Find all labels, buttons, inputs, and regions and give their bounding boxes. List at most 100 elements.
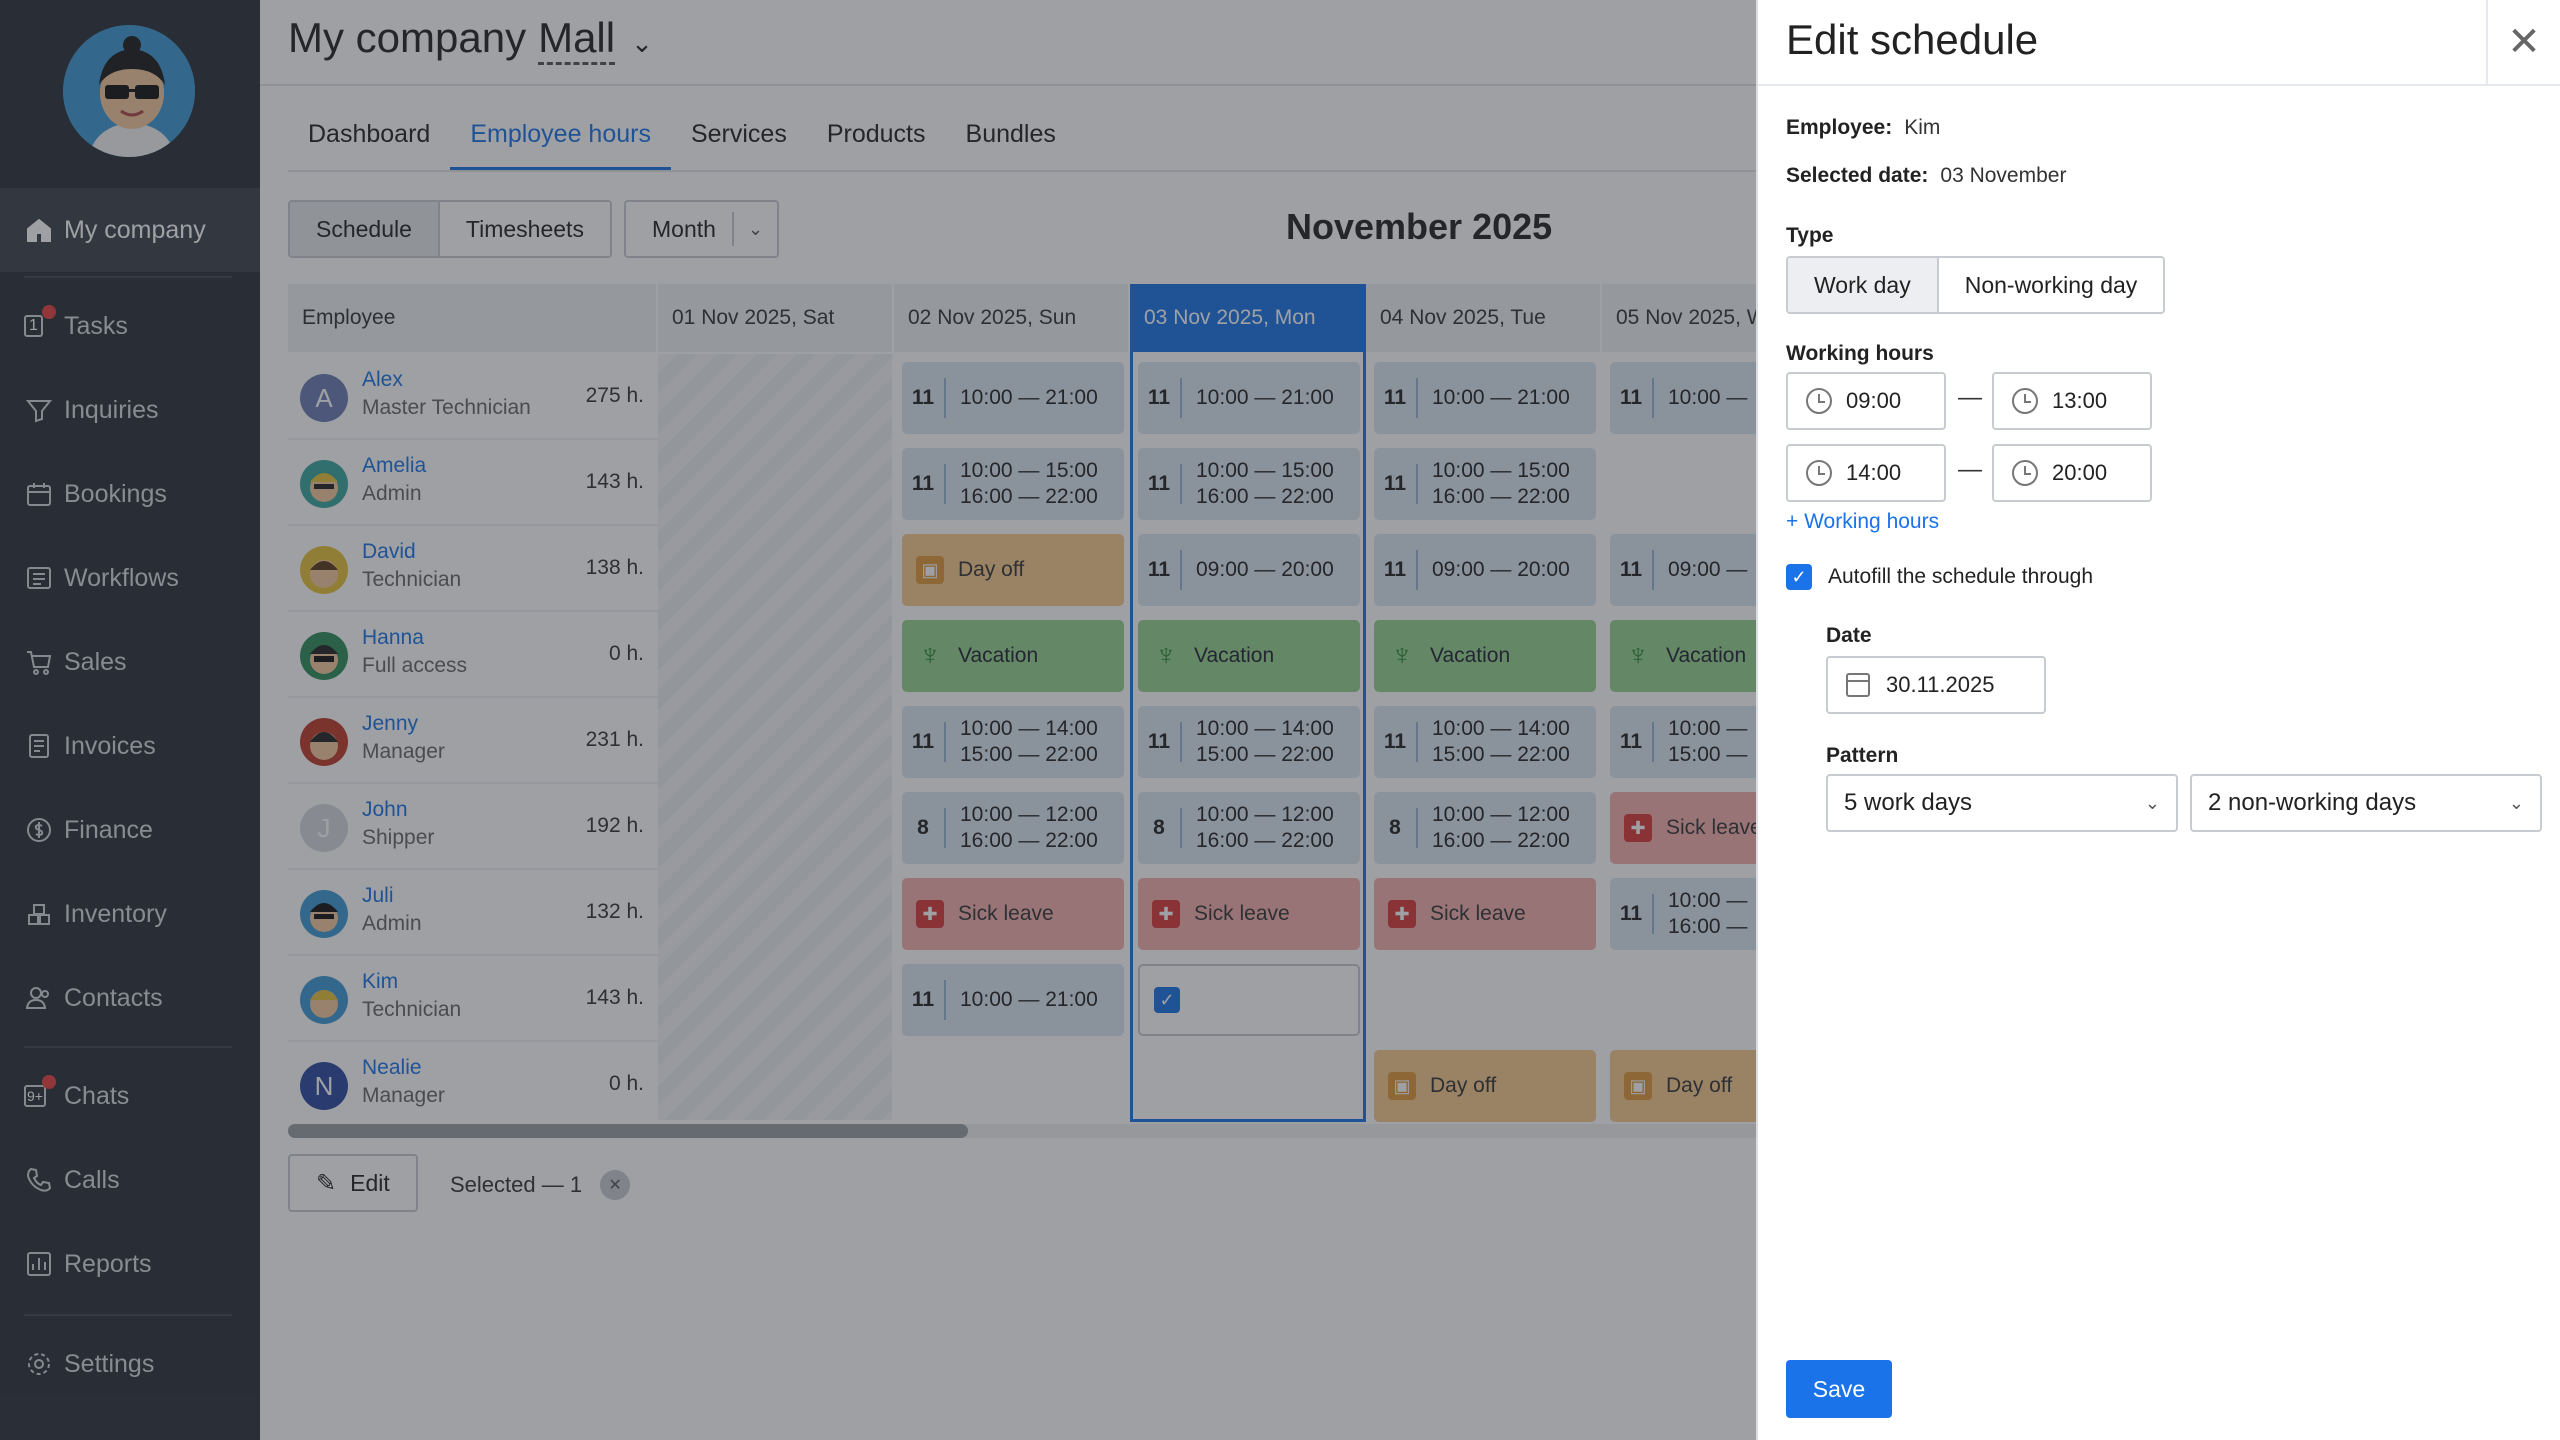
shift-times: 10:00 — <box>1668 386 1748 409</box>
schedule-cell[interactable]: 11 10:00 — 15:00 — <box>1610 706 1784 778</box>
end-time-input[interactable]: 20:00 <box>1992 444 2152 502</box>
schedule-cell[interactable]: 11 10:00 — 21:00 <box>902 964 1124 1036</box>
start-time-input[interactable]: 14:00 <box>1786 444 1946 502</box>
tab-employee-hours[interactable]: Employee hours <box>450 120 671 171</box>
sidebar-item-reports[interactable]: Reports <box>0 1222 260 1306</box>
non-working-days-select[interactable]: 2 non-working days ⌄ <box>2190 774 2542 832</box>
save-button[interactable]: Save <box>1786 1360 1892 1418</box>
schedule-cell[interactable]: 11 10:00 — 15:00 16:00 — 22:00 <box>902 448 1124 520</box>
sidebar-item-settings[interactable]: Settings <box>0 1322 260 1406</box>
schedule-cell[interactable]: 11 10:00 — 21:00 <box>1374 362 1596 434</box>
user-avatar[interactable] <box>60 22 198 160</box>
schedule-cell[interactable]: 11 09:00 — <box>1610 534 1784 606</box>
schedule-cell[interactable]: 11 10:00 — <box>1610 362 1784 434</box>
employee-name-link[interactable]: Juli <box>362 884 394 907</box>
tab-bundles[interactable]: Bundles <box>965 120 1056 148</box>
employee-name-link[interactable]: Amelia <box>362 454 427 477</box>
schedule-cell[interactable]: ✚ Sick leave <box>1138 878 1360 950</box>
modal-backdrop[interactable] <box>0 0 1756 1440</box>
employee-name-link[interactable]: Alex <box>362 368 403 391</box>
schedule-cell[interactable]: ▣ Day off <box>1610 1050 1784 1122</box>
schedule-cell[interactable]: ▣ Day off <box>1374 1050 1596 1122</box>
schedule-cell[interactable]: 8 10:00 — 12:00 16:00 — 22:00 <box>1374 792 1596 864</box>
schedule-cell[interactable]: 11 10:00 — 14:00 15:00 — 22:00 <box>1138 706 1360 778</box>
shift-2: 16:00 — <box>1668 915 1748 938</box>
start-time-input[interactable]: 09:00 <box>1786 372 1946 430</box>
work-day-button[interactable]: Work day <box>1788 258 1937 312</box>
employee-name-link[interactable]: Jenny <box>362 712 419 735</box>
close-icon[interactable]: ✕ <box>2486 0 2560 84</box>
sidebar-item-sales[interactable]: Sales <box>0 620 260 704</box>
schedule-cell[interactable]: 11 10:00 — 14:00 15:00 — 22:00 <box>1374 706 1596 778</box>
schedule-cell[interactable]: 8 10:00 — 12:00 16:00 — 22:00 <box>1138 792 1360 864</box>
schedule-cell[interactable]: 11 10:00 — 15:00 16:00 — 22:00 <box>1374 448 1596 520</box>
checkbox-checked-icon[interactable]: ✓ <box>1786 564 1812 590</box>
header-day-selected[interactable]: 03 Nov 2025, Mon <box>1130 284 1364 352</box>
schedule-cell[interactable]: 11 10:00 — 21:00 <box>902 362 1124 434</box>
autofill-checkbox[interactable]: ✓ Autofill the schedule through <box>1786 564 2093 590</box>
end-time-input[interactable]: 13:00 <box>1992 372 2152 430</box>
avatar <box>300 632 348 680</box>
schedule-cell[interactable]: ✚ Sick leave <box>1374 878 1596 950</box>
non-working-day-button[interactable]: Non-working day <box>1936 258 2164 312</box>
employee-name-link[interactable]: Nealie <box>362 1056 422 1079</box>
schedule-cell[interactable]: 11 09:00 — 20:00 <box>1374 534 1596 606</box>
sidebar-item-my-company[interactable]: My company <box>0 188 260 272</box>
shift-times: 10:00 — 16:00 — <box>1668 888 1747 940</box>
work-days-select[interactable]: 5 work days ⌄ <box>1826 774 2178 832</box>
horizontal-scrollbar[interactable] <box>288 1124 2018 1138</box>
schedule-cell[interactable]: 8 10:00 — 12:00 16:00 — 22:00 <box>902 792 1124 864</box>
tab-dashboard[interactable]: Dashboard <box>308 120 431 148</box>
schedule-cell[interactable]: 11 10:00 — 16:00 — <box>1610 878 1784 950</box>
shift-2: 16:00 — 22:00 <box>1432 829 1570 852</box>
reports-icon <box>24 1249 54 1279</box>
day-hours: 11 <box>1138 722 1182 762</box>
period-select[interactable]: Month ⌄ <box>624 200 780 258</box>
company-selector[interactable]: My company Mall ⌄ <box>288 14 653 65</box>
employee-name-link[interactable]: Kim <box>362 970 399 993</box>
employee-name-link[interactable]: John <box>362 798 408 821</box>
table-row: N Nealie Manager 0 h. <box>288 1042 658 1128</box>
shift-1: 10:00 — 14:00 <box>960 717 1098 740</box>
schedule-cell[interactable]: ✚ Sick leave <box>902 878 1124 950</box>
schedule-cell[interactable]: ♆ Vacation <box>1374 620 1596 692</box>
schedule-cell[interactable]: ♆ Vacation <box>1610 620 1784 692</box>
edit-button[interactable]: ✎ Edit <box>288 1154 418 1212</box>
employee-name-link[interactable]: David <box>362 540 416 563</box>
employee-name-link[interactable]: Hanna <box>362 626 424 649</box>
employee-info: Employee: Kim <box>1786 116 1940 140</box>
sidebar-item-inquiries[interactable]: Inquiries <box>0 368 260 452</box>
schedule-cell[interactable]: 11 09:00 — 20:00 <box>1138 534 1360 606</box>
timesheets-button[interactable]: Timesheets <box>437 202 610 256</box>
type-toggle: Work day Non-working day <box>1786 256 2166 314</box>
sidebar-item-invoices[interactable]: Invoices <box>0 704 260 788</box>
sidebar-item-calls[interactable]: Calls <box>0 1138 260 1222</box>
schedule-cell[interactable]: ▣ Day off <box>902 534 1124 606</box>
schedule-cell[interactable]: 11 10:00 — 21:00 <box>1138 362 1360 434</box>
schedule-cell-selected[interactable]: ✓ <box>1138 964 1360 1036</box>
first-aid-icon: ✚ <box>916 900 944 928</box>
tab-products[interactable]: Products <box>826 120 926 148</box>
schedule-cell[interactable]: ✚ Sick leave <box>1610 792 1784 864</box>
date-input[interactable]: 30.11.2025 <box>1826 656 2046 714</box>
sidebar-item-inventory[interactable]: Inventory <box>0 872 260 956</box>
tab-services[interactable]: Services <box>690 120 787 148</box>
clear-selection-icon[interactable]: ✕ <box>600 1170 631 1200</box>
table-row: Kim Technician 143 h. <box>288 956 658 1042</box>
schedule-cell[interactable]: 11 10:00 — 15:00 16:00 — 22:00 <box>1138 448 1360 520</box>
day-hours: 11 <box>902 980 946 1020</box>
sidebar-item-chats[interactable]: 9+ Chats <box>0 1054 260 1138</box>
sidebar-item-contacts[interactable]: Contacts <box>0 956 260 1040</box>
schedule-cell[interactable]: 11 10:00 — 14:00 15:00 — 22:00 <box>902 706 1124 778</box>
add-working-hours-link[interactable]: + Working hours <box>1786 510 1940 533</box>
schedule-cell[interactable]: ♆ Vacation <box>1138 620 1360 692</box>
schedule-cell[interactable]: ♆ Vacation <box>902 620 1124 692</box>
palm-tree-icon: ♆ <box>918 639 942 672</box>
scrollbar-thumb[interactable] <box>288 1124 968 1138</box>
sidebar-item-finance[interactable]: Finance <box>0 788 260 872</box>
checkbox-checked-icon[interactable]: ✓ <box>1154 987 1180 1013</box>
schedule-button[interactable]: Schedule <box>290 202 438 256</box>
sidebar-item-tasks[interactable]: 1 Tasks <box>0 284 260 368</box>
sidebar-item-workflows[interactable]: Workflows <box>0 536 260 620</box>
sidebar-item-bookings[interactable]: Bookings <box>0 452 260 536</box>
